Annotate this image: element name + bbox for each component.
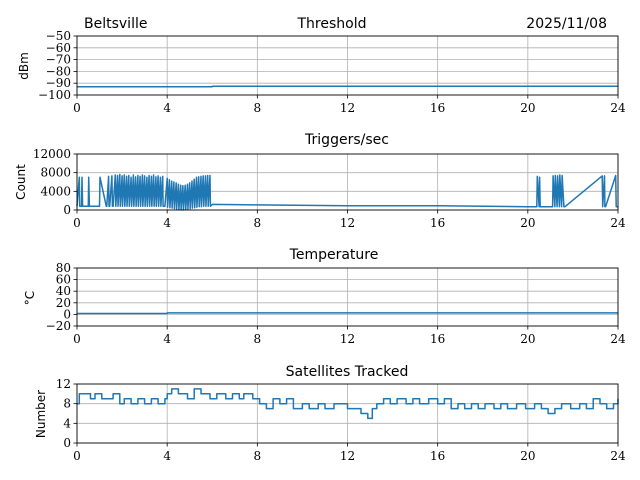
triggers-title: Triggers/sec	[304, 132, 389, 148]
threshold-xtick-label: 12	[340, 101, 355, 115]
threshold-ytick-label: −80	[46, 64, 71, 78]
triggers-xtick-label: 12	[340, 216, 355, 230]
threshold-ytick-label: −100	[38, 88, 71, 102]
satellites-ytick-label: 8	[63, 397, 71, 411]
triggers-ylabel: Count	[14, 164, 28, 200]
satellites-xtick-label: 24	[610, 449, 626, 463]
satellites-ticks: 0 4 8 12 16 20 24 0 4 8 12	[56, 377, 626, 463]
satellites-xtick-label: 8	[254, 449, 262, 463]
location-label: Beltsville	[84, 16, 147, 32]
temperature-ytick-label: 60	[56, 273, 71, 287]
satellites-xtick-label: 16	[430, 449, 445, 463]
threshold-ticks: 0 4 8 12 16 20 24 −100−90−80−70−60−50	[38, 29, 626, 115]
temperature-grid	[77, 268, 618, 326]
threshold-title: Threshold	[297, 16, 367, 32]
threshold-line	[77, 85, 618, 88]
temperature-xtick-label: 16	[430, 332, 445, 346]
threshold-xtick-label: 0	[73, 101, 81, 115]
panel-triggers: Triggers/sec Count 0 4 8 12 16 20 24 0 4000 8000 1…	[14, 132, 626, 230]
threshold-xtick-label: 16	[430, 101, 445, 115]
triggers-xtick-label: 24	[610, 216, 626, 230]
temperature-ylabel: °C	[23, 291, 37, 305]
temperature-xtick-label: 20	[520, 332, 535, 346]
satellites-grid	[77, 384, 618, 443]
satellites-xtick-label: 4	[163, 449, 171, 463]
triggers-ytick-label: 4000	[40, 184, 71, 198]
triggers-xtick-label: 8	[254, 216, 262, 230]
temperature-xtick-label: 0	[73, 332, 81, 346]
triggers-ytick-label: 0	[63, 203, 71, 217]
threshold-grid	[77, 36, 618, 95]
triggers-line	[76, 173, 618, 211]
date-label: 2025/11/08	[526, 16, 607, 32]
threshold-xtick-label: 8	[254, 101, 262, 115]
satellites-xtick-label: 12	[340, 449, 355, 463]
threshold-xtick-label: 20	[520, 101, 535, 115]
panel-threshold: Threshold dBm 0 4 8 12 16 20 24 −100−90−80−70−6…	[17, 16, 626, 115]
temperature-xtick-label: 8	[254, 332, 262, 346]
threshold-xtick-label: 4	[163, 101, 171, 115]
panel-satellites: Satellites Tracked Number 0 4 8 12 16 20 24 0 4 8…	[34, 364, 626, 463]
satellites-ytick-label: 0	[63, 436, 71, 450]
threshold-ytick-label: −50	[46, 29, 71, 43]
temperature-ytick-label: 40	[56, 284, 71, 298]
temperature-ytick-label: 20	[56, 296, 71, 310]
threshold-xtick-label: 24	[610, 101, 626, 115]
threshold-ylabel: dBm	[17, 52, 31, 80]
satellites-title: Satellites Tracked	[286, 364, 409, 380]
satellites-ytick-label: 4	[63, 416, 71, 430]
triggers-xtick-label: 20	[520, 216, 535, 230]
satellites-ytick-label: 12	[56, 377, 71, 391]
threshold-ytick-label: −70	[46, 53, 71, 67]
triggers-ticks: 0 4 8 12 16 20 24 0 4000 8000 12000	[33, 147, 626, 230]
triggers-xtick-label: 0	[73, 216, 81, 230]
satellites-line	[77, 388, 619, 420]
triggers-ytick-label: 8000	[40, 166, 71, 180]
temperature-ytick-label: 80	[56, 261, 71, 275]
temperature-ytick-label: −20	[46, 319, 71, 333]
triggers-xtick-label: 16	[430, 216, 445, 230]
satellites-xtick-label: 0	[73, 449, 81, 463]
temperature-ytick-label: 0	[63, 307, 71, 321]
satellites-ylabel: Number	[34, 390, 48, 438]
temperature-xtick-label: 12	[340, 332, 355, 346]
threshold-ytick-label: −60	[46, 41, 71, 55]
temperature-title: Temperature	[289, 247, 379, 263]
temperature-line	[77, 312, 618, 315]
triggers-ytick-label: 12000	[33, 147, 71, 161]
threshold-ytick-label: −90	[46, 76, 71, 90]
temperature-xtick-label: 4	[163, 332, 171, 346]
satellites-xtick-label: 20	[520, 449, 535, 463]
triggers-xtick-label: 4	[163, 216, 171, 230]
temperature-xtick-label: 24	[610, 332, 626, 346]
